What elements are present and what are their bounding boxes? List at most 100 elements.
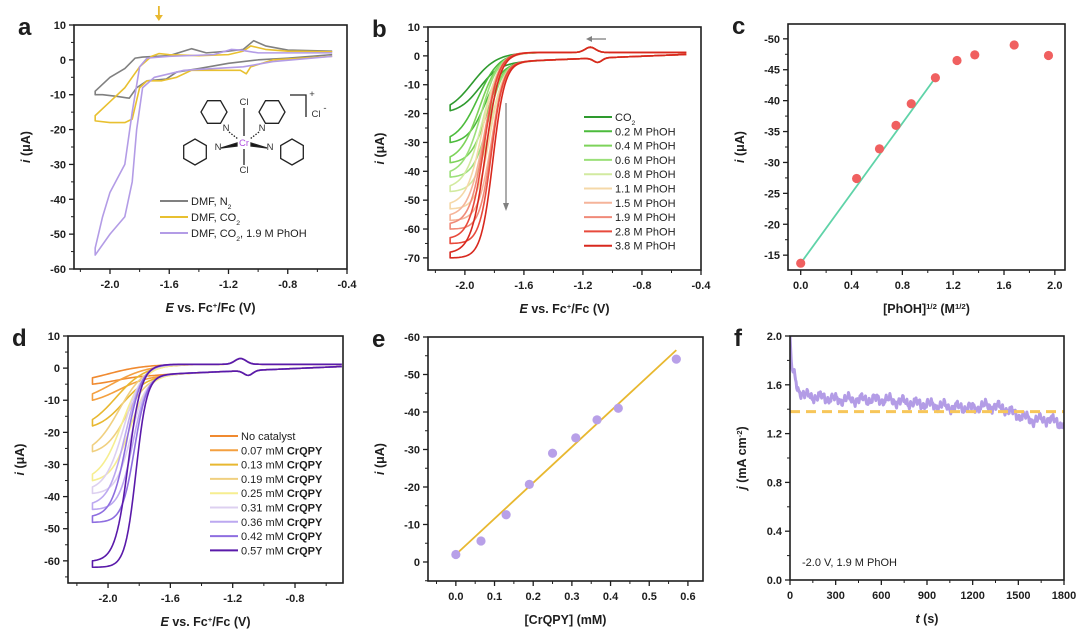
y-tick-label: -60 xyxy=(50,264,66,276)
label-segment: 1/2 xyxy=(926,302,937,311)
y-tick-label: -50 xyxy=(404,369,420,381)
label-segment: -2 xyxy=(735,430,744,437)
data-point xyxy=(1009,40,1019,50)
y-tick-label: -10 xyxy=(50,90,66,102)
label-segment: (s) xyxy=(920,612,939,626)
cv-curve xyxy=(94,45,333,124)
data-point xyxy=(952,55,962,66)
label-segment: + xyxy=(567,302,572,311)
panel-label: b xyxy=(372,16,387,43)
y-tick-label: -60 xyxy=(404,224,420,236)
label-segment: + xyxy=(208,615,213,624)
label-segment: 2 xyxy=(228,204,232,211)
plot-frame xyxy=(427,336,704,582)
label-segment: 3.8 M PhOH xyxy=(615,241,676,253)
y-tick-label: -70 xyxy=(404,253,420,265)
label-segment: DMF, CO xyxy=(191,228,237,240)
panel-a: a -2.0 -1.6 -1.2 -0.8 -0.4 10 0 -10 -20 -30 -40 -50 -… xyxy=(18,6,357,315)
legend-item: DMF, N2 xyxy=(160,196,232,211)
y-tick-label: -45 xyxy=(764,65,780,77)
y-tick-label: -25 xyxy=(764,188,780,200)
y-tick-label: 0 xyxy=(60,55,66,67)
y-tick-label: -30 xyxy=(44,459,60,471)
legend-label: DMF, CO2, 1.9 M PhOH xyxy=(191,228,307,243)
x-tick-label: 300 xyxy=(826,590,844,602)
y-tick-label: -30 xyxy=(404,444,420,456)
label-segment: E xyxy=(166,301,175,315)
bracket xyxy=(290,94,307,117)
nitrogen-label: N xyxy=(215,142,222,153)
x-tick-label: 0.0 xyxy=(793,280,808,292)
plot-area xyxy=(449,46,687,259)
y-tick-label: -10 xyxy=(44,395,60,407)
y-tick-label: -20 xyxy=(50,125,66,137)
x-axis-title: E vs. Fc+/Fc (V) xyxy=(520,302,610,317)
y-tick-label: -40 xyxy=(404,407,420,419)
label-segment: 0.31 mM xyxy=(241,503,287,515)
label-segment: /Fc (V) xyxy=(571,302,609,316)
legend-label: 0.4 M PhOH xyxy=(615,141,676,153)
panel-c: c 0.0 0.4 0.8 1.2 1.6 2.0 -50 -45 -40 -35 -30 -25 -20… xyxy=(732,13,1066,316)
x-tick-label: 0 xyxy=(787,590,793,602)
y-tick-label: 1.2 xyxy=(767,429,782,441)
chloride-label: Cl xyxy=(240,165,249,176)
data-point xyxy=(613,403,623,413)
label-segment: vs. Fc xyxy=(169,615,208,629)
y-tick-label: 2.0 xyxy=(767,331,782,343)
label-segment: i xyxy=(733,159,747,163)
nitrogen-label: N xyxy=(259,123,266,134)
y-tick-label: -50 xyxy=(50,229,66,241)
plot-frame xyxy=(427,26,702,271)
plot-area xyxy=(91,357,342,569)
label-segment: 1/2 xyxy=(955,302,966,311)
x-tick-label: 2.0 xyxy=(1047,280,1062,292)
legend-item: 2.8 M PhOH xyxy=(584,226,676,238)
label-segment: CrQPY xyxy=(287,503,323,515)
x-tick-label: -1.2 xyxy=(219,279,238,291)
data-point xyxy=(1043,50,1054,61)
plot-area xyxy=(796,40,1054,268)
legend-label: 0.8 M PhOH xyxy=(615,169,676,181)
label-segment: 2 xyxy=(236,236,240,243)
label-segment: [PhOH] xyxy=(883,302,926,316)
label-segment: CrQPY xyxy=(287,460,323,472)
y-tick-label: -10 xyxy=(404,80,420,92)
y-tick-label: -40 xyxy=(404,166,420,178)
y-tick-label: -50 xyxy=(764,34,780,46)
data-point xyxy=(571,433,581,443)
label-segment: vs. Fc xyxy=(528,302,567,316)
x-tick-label: 0.1 xyxy=(487,591,502,603)
y-axis-title: i (μA) xyxy=(373,133,387,165)
label-segment: 2 xyxy=(236,220,240,227)
panel-label: d xyxy=(12,325,27,352)
y-tick-label: 0 xyxy=(414,51,420,63)
charge-label: + xyxy=(309,89,315,100)
pyridine-ring xyxy=(183,138,207,166)
y-axis-title: i (μA) xyxy=(733,131,747,163)
x-tick-label: -0.8 xyxy=(278,279,297,291)
y-tick-label: -40 xyxy=(50,194,66,206)
data-point xyxy=(592,415,602,425)
label-segment: CrQPY xyxy=(287,545,323,557)
legend-item: 1.5 M PhOH xyxy=(584,198,676,210)
panel-f: f 0 300 600 900 1200 1500 1800 0.0 0.4 0.8 1.2 1.6 2.… xyxy=(734,325,1076,626)
label-segment: (μA) xyxy=(373,133,387,161)
label-segment: E xyxy=(161,615,170,629)
label-segment: + xyxy=(213,301,218,310)
y-tick-label: -10 xyxy=(404,519,420,531)
label-segment: [CrQPY] (mM) xyxy=(525,613,607,627)
y-tick-label: 0 xyxy=(414,557,420,569)
legend-label: 2.8 M PhOH xyxy=(615,226,676,238)
label-segment: i xyxy=(373,160,387,164)
legend-label: 0.25 mM CrQPY xyxy=(241,488,323,500)
cv-curve xyxy=(94,39,333,99)
y-tick-label: -20 xyxy=(44,427,60,439)
label-segment: CrQPY xyxy=(287,531,323,543)
legend-label: 0.6 M PhOH xyxy=(615,155,676,167)
label-segment: CrQPY xyxy=(287,488,323,500)
y-tick-label: -30 xyxy=(50,159,66,171)
legend-item: 1.9 M PhOH xyxy=(584,212,676,224)
panel-label: c xyxy=(732,13,745,40)
